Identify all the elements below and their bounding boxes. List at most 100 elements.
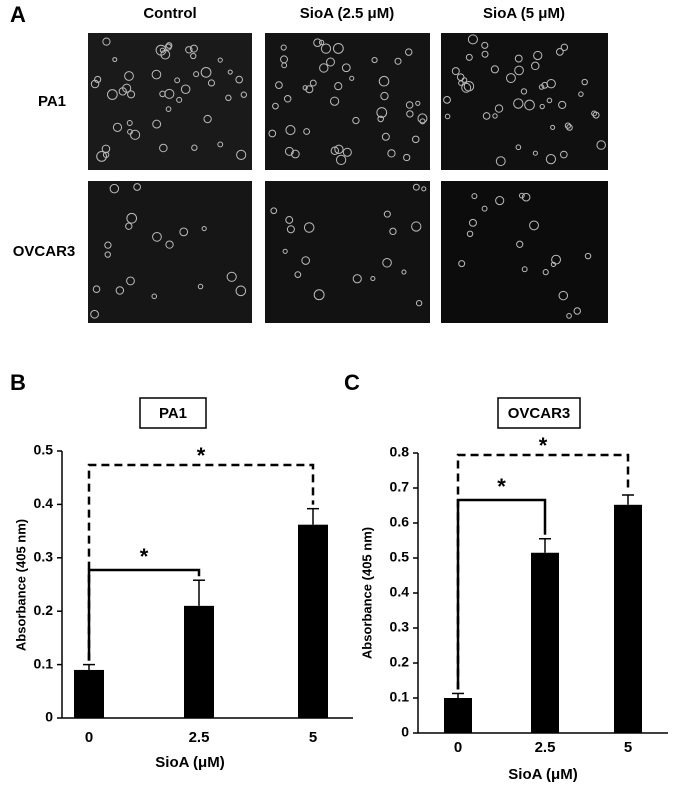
bar [74, 669, 104, 718]
cell [280, 44, 287, 51]
cell [326, 57, 335, 67]
cell [521, 266, 528, 273]
micrographs [88, 33, 608, 323]
title-box [139, 397, 207, 429]
cell [545, 153, 557, 165]
cell [179, 227, 189, 237]
cell [530, 61, 540, 71]
cell [521, 192, 531, 202]
cell [461, 77, 468, 83]
cell [465, 53, 473, 61]
cell [318, 39, 325, 46]
cell [514, 54, 523, 63]
y-tick-label: 0.5 [390, 549, 410, 565]
y-tick-label: 0.6 [390, 514, 410, 530]
cell [160, 49, 171, 60]
cell [481, 50, 489, 58]
cell [235, 285, 247, 297]
cell [282, 248, 288, 254]
x-tick-label: 5 [309, 729, 317, 746]
cell [124, 71, 134, 81]
cell [235, 75, 244, 84]
cell [490, 65, 499, 74]
cell [152, 119, 162, 129]
cell [371, 56, 378, 64]
cell [352, 116, 360, 125]
cell [126, 212, 138, 224]
cell [201, 226, 207, 232]
cell [596, 140, 606, 150]
bar [444, 698, 472, 733]
cell [164, 43, 172, 51]
cell [176, 96, 183, 103]
cell [329, 96, 340, 106]
cell [102, 151, 110, 158]
cell [189, 44, 198, 53]
cell [226, 271, 237, 282]
bar [298, 524, 328, 718]
cell [335, 154, 347, 166]
cell [334, 82, 343, 91]
column-header: SioA (5 μM) [483, 5, 565, 22]
cell [127, 90, 136, 99]
micrograph [265, 181, 430, 323]
cell [151, 293, 158, 300]
cell [193, 71, 200, 78]
cell [94, 75, 102, 84]
cell [558, 100, 567, 109]
cell [90, 309, 99, 319]
cell [341, 63, 351, 73]
cell [468, 218, 477, 227]
cell [551, 254, 562, 265]
cell [165, 106, 172, 112]
cell [405, 48, 413, 56]
panel-label: B [10, 370, 26, 395]
cell [495, 156, 506, 167]
cell [207, 79, 216, 87]
y-tick-label: 0.4 [390, 584, 410, 600]
cell [185, 46, 193, 54]
cell [481, 41, 489, 49]
cell [302, 85, 308, 91]
cell [584, 252, 592, 260]
y-tick-label: 0 [401, 724, 409, 740]
x-tick-label: 5 [624, 739, 632, 756]
cell [415, 100, 421, 106]
y-tick-label: 0.1 [390, 689, 410, 705]
cell [165, 42, 173, 49]
cell [122, 83, 132, 93]
cell [559, 150, 568, 159]
cell [332, 43, 344, 54]
cell [513, 98, 524, 109]
cell [286, 225, 295, 234]
cell [466, 230, 474, 238]
cell [125, 222, 133, 230]
cell [285, 125, 296, 136]
cell [159, 143, 168, 153]
cell [203, 114, 212, 124]
cell [294, 271, 302, 279]
cell [550, 261, 557, 267]
y-tick-label: 0.2 [34, 602, 54, 618]
cell [380, 91, 389, 101]
cell [305, 85, 314, 94]
cell [301, 256, 311, 265]
cell [303, 222, 315, 233]
cell [419, 118, 426, 125]
micrograph [88, 181, 252, 323]
cell [471, 193, 478, 200]
cell [236, 149, 247, 160]
cell [578, 91, 584, 97]
cell [127, 128, 133, 135]
cell [463, 80, 475, 92]
cell [104, 241, 112, 249]
cell [96, 150, 108, 162]
significance-mark: * [197, 443, 206, 468]
cell [532, 150, 538, 156]
cell [303, 128, 311, 135]
micrograph [265, 33, 430, 170]
cell [191, 144, 198, 151]
cell [217, 141, 224, 148]
chart-title: OVCAR3 [508, 405, 571, 422]
